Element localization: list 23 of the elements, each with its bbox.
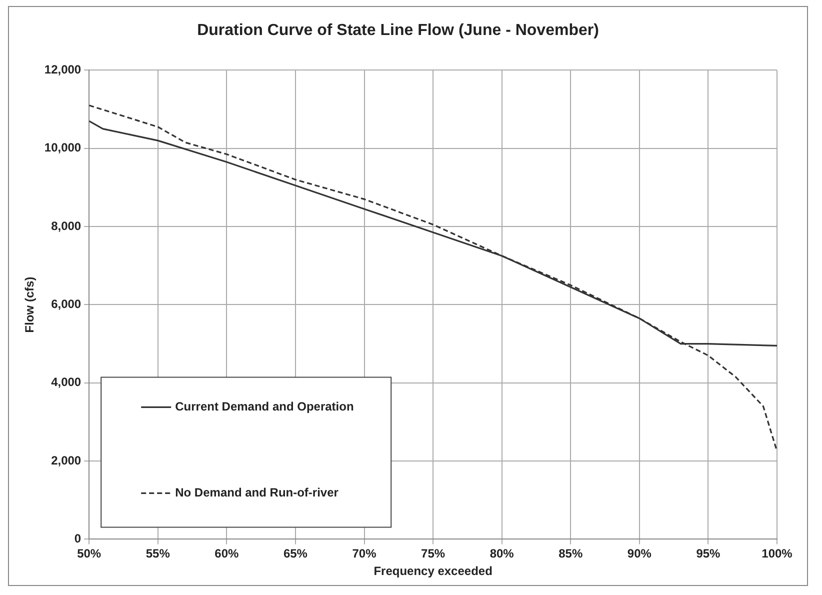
y-tick-label: 4,000 — [51, 375, 82, 390]
x-axis-title: Frequency exceeded — [374, 564, 492, 578]
x-tick-label: 65% — [283, 546, 308, 561]
x-tick-label: 85% — [558, 546, 583, 561]
y-axis-title: Flow (cfs) — [22, 276, 37, 333]
legend-label: Current Demand and Operation — [175, 400, 354, 414]
y-tick-label: 2,000 — [51, 453, 82, 468]
y-tick-label: 12,000 — [44, 62, 82, 77]
x-tick-label: 100% — [762, 546, 793, 561]
y-tick-label: 6,000 — [51, 297, 82, 312]
x-tick-label: 50% — [77, 546, 102, 561]
x-tick-label: 55% — [146, 546, 170, 561]
y-tick-label: 10,000 — [44, 140, 82, 155]
x-tick-label: 95% — [696, 546, 721, 561]
x-tick-label: 75% — [421, 546, 446, 561]
y-tick-label: 8,000 — [51, 218, 82, 233]
x-tick-label: 90% — [627, 546, 652, 561]
x-tick-label: 70% — [352, 546, 377, 561]
chart-title: Duration Curve of State Line Flow (June - November) — [197, 22, 599, 40]
x-tick-label: 80% — [490, 546, 514, 561]
y-tick-label: 0 — [74, 532, 82, 546]
legend-label: No Demand and Run-of-river — [175, 486, 339, 500]
x-tick-label: 60% — [214, 546, 240, 561]
